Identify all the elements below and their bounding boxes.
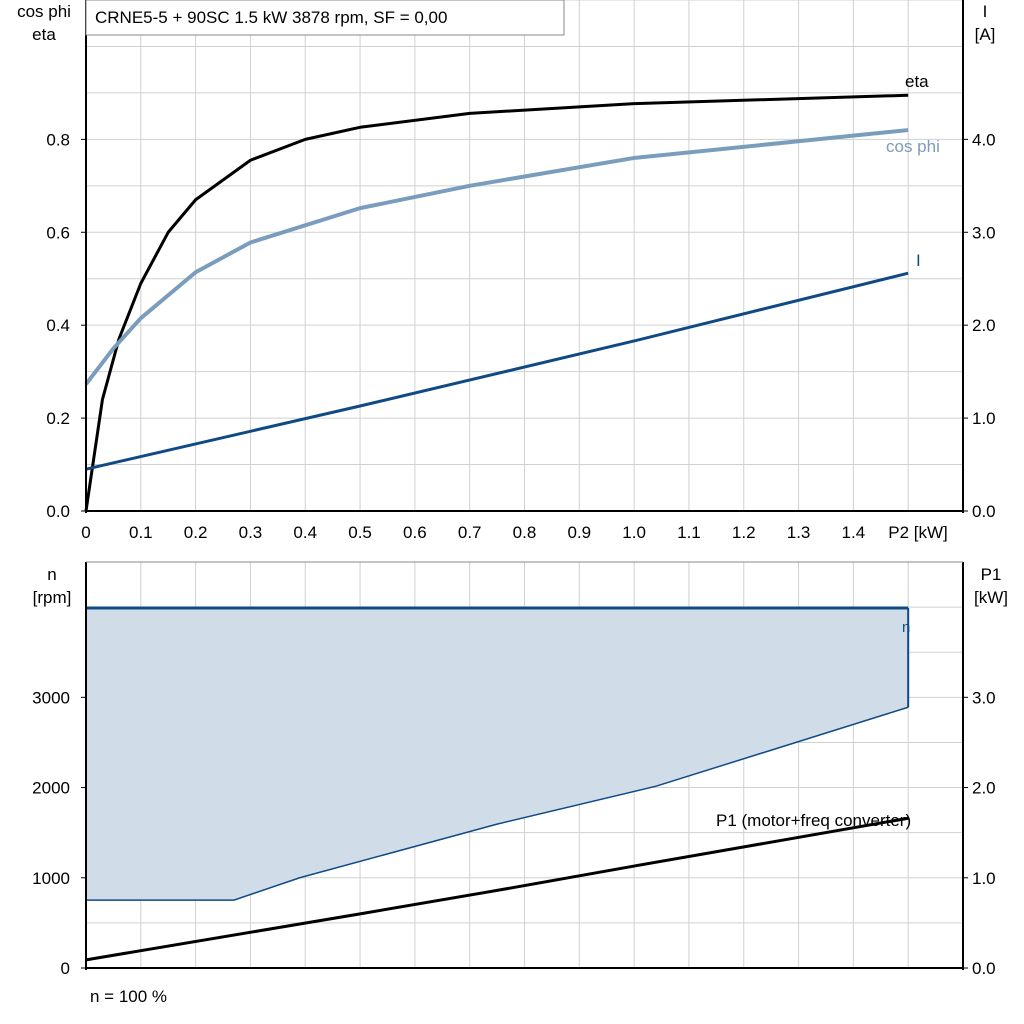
y-tick-label-left: 0	[61, 959, 70, 978]
n-min-line	[86, 706, 909, 901]
y-tick-label-left: 1000	[32, 869, 70, 888]
y-tick-label-left: 0.6	[46, 223, 70, 242]
x-tick-label: 0.9	[567, 523, 591, 542]
x-tick-label: 1.3	[787, 523, 811, 542]
y-tick-label-left: 3000	[32, 688, 70, 707]
n-operating-area	[86, 608, 909, 901]
ylabel-left-bot-2: [rpm]	[33, 588, 72, 607]
xlabel-top: P2 [kW]	[888, 523, 948, 542]
bottom-chart: 0 0.0 1000 1.0 2000 2.0 3000 3.0	[32, 561, 996, 978]
series-line-P1	[85, 816, 909, 962]
series-line-eta	[84, 93, 909, 512]
y-tick-label-right: 4.0	[972, 130, 996, 149]
chart-title: CRNE5-5 + 90SC 1.5 kW 3878 rpm, SF = 0,0…	[95, 8, 447, 27]
ylabel-left-top-1: cos phi	[17, 2, 71, 21]
x-tick-label: 0.2	[184, 523, 208, 542]
x-tick-label: 1.1	[677, 523, 701, 542]
x-tick-label: 0.6	[403, 523, 427, 542]
ylabel-right-top-2: [A]	[975, 25, 996, 44]
ylabel-right-top-1: I	[983, 2, 988, 21]
title-box	[85, 0, 565, 36]
y-tick-label-right: 3.0	[972, 223, 996, 242]
series-line-cos-phi	[84, 128, 909, 386]
y-tick-label-left: 2000	[32, 779, 70, 798]
x-tick-label: 1.0	[622, 523, 646, 542]
ylabel-right-bot-2: [kW]	[974, 588, 1008, 607]
y-tick-label-right: 1.0	[972, 869, 996, 888]
x-tick-label: 0.8	[513, 523, 537, 542]
ylabel-left-bot-1: n	[47, 565, 56, 584]
x-tick-label: 0.5	[348, 523, 372, 542]
y-tick-label-right: 2.0	[972, 779, 996, 798]
x-tick-label: 0.1	[129, 523, 153, 542]
y-tick-label-right: 0.0	[972, 959, 996, 978]
series-line-I	[85, 271, 909, 471]
top-chart: 0 0.1 0.2 0.3 0.4 0.5 0.6 0.7 0.8 0.9 1.0 1.1 1.2 1.3…	[46, 0, 996, 542]
x-tick-label: 1.4	[842, 523, 866, 542]
label-P1: P1 (motor+freq converter)	[716, 811, 911, 830]
label-n: n	[902, 619, 910, 636]
y-tick-label-left: 0.0	[46, 502, 70, 521]
y-tick-label-left: 0.4	[46, 316, 70, 335]
y-tick-label-left: 0.2	[46, 409, 70, 428]
y-tick-label-right: 2.0	[972, 316, 996, 335]
x-tick-label: 0	[81, 523, 90, 542]
y-tick-label-left: 0.8	[46, 130, 70, 149]
y-tick-label-right: 1.0	[972, 409, 996, 428]
y-tick-label-right: 3.0	[972, 688, 996, 707]
footer-note: n = 100 %	[90, 987, 167, 1006]
label-eta: eta	[905, 72, 929, 91]
label-cosphi: cos phi	[886, 137, 940, 156]
y-tick-label-right: 0.0	[972, 502, 996, 521]
ylabel-right-bot-1: P1	[981, 565, 1002, 584]
x-tick-label: 0.4	[293, 523, 317, 542]
label-I: I	[916, 251, 921, 270]
x-tick-label: 1.2	[732, 523, 756, 542]
x-tick-label: 0.7	[458, 523, 482, 542]
x-tick-label: 0.3	[239, 523, 263, 542]
ylabel-left-top-2: eta	[32, 25, 56, 44]
